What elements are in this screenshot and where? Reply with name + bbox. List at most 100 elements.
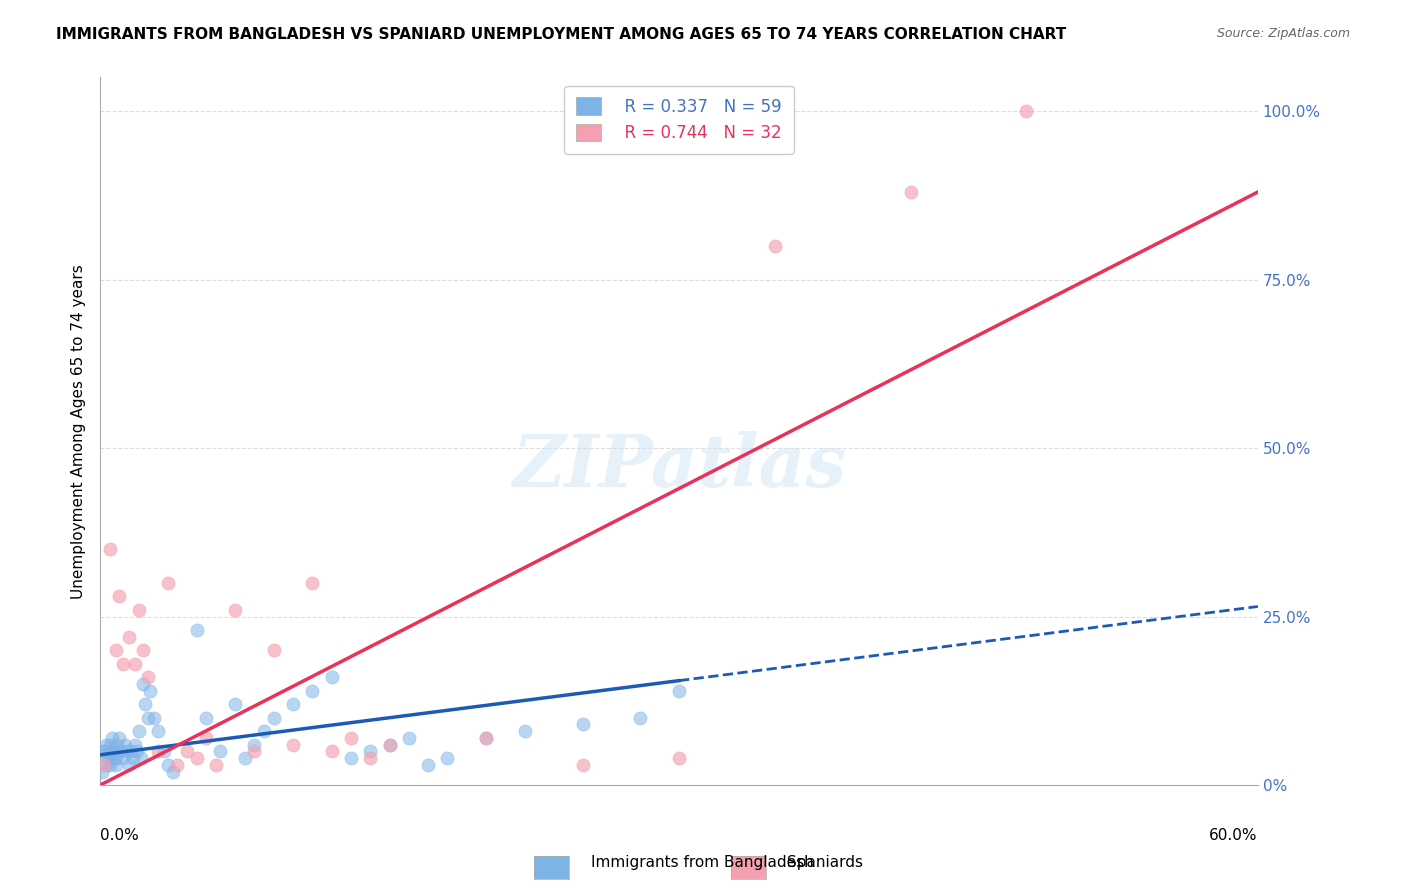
Point — [162, 764, 184, 779]
Point — [281, 697, 304, 711]
Point — [104, 643, 127, 657]
Point — [475, 731, 498, 745]
Point — [378, 738, 401, 752]
Point — [176, 744, 198, 758]
Point — [97, 751, 120, 765]
Point — [128, 724, 150, 739]
Point — [205, 758, 228, 772]
Text: IMMIGRANTS FROM BANGLADESH VS SPANIARD UNEMPLOYMENT AMONG AGES 65 TO 74 YEARS CO: IMMIGRANTS FROM BANGLADESH VS SPANIARD U… — [56, 27, 1067, 42]
Point — [243, 744, 266, 758]
Point — [253, 724, 276, 739]
Y-axis label: Unemployment Among Ages 65 to 74 years: Unemployment Among Ages 65 to 74 years — [72, 264, 86, 599]
Point — [146, 744, 169, 758]
Point — [122, 751, 145, 765]
Point — [114, 738, 136, 752]
Point — [112, 751, 135, 765]
Point — [359, 744, 381, 758]
Point — [128, 603, 150, 617]
Point — [340, 731, 363, 745]
Point — [103, 744, 125, 758]
Point — [98, 738, 121, 752]
Point — [93, 744, 115, 758]
Point — [143, 711, 166, 725]
Point — [195, 731, 218, 745]
Point — [321, 744, 343, 758]
Point — [139, 683, 162, 698]
Point — [124, 738, 146, 752]
Point — [436, 751, 458, 765]
Point — [131, 677, 153, 691]
Point — [108, 590, 131, 604]
Point — [765, 239, 787, 253]
Point — [110, 744, 132, 758]
Point — [120, 744, 142, 758]
Point — [628, 711, 651, 725]
Point — [107, 738, 129, 752]
Point — [398, 731, 420, 745]
Point — [1015, 104, 1038, 119]
Point — [475, 731, 498, 745]
Point — [156, 575, 179, 590]
Point — [571, 717, 593, 731]
Point — [166, 758, 188, 772]
Point — [668, 683, 690, 698]
Point — [900, 185, 922, 199]
Point — [208, 744, 231, 758]
Point — [93, 744, 115, 758]
Point — [104, 758, 127, 772]
Point — [93, 758, 115, 772]
Point — [263, 643, 285, 657]
Point — [94, 758, 117, 772]
Point — [112, 657, 135, 671]
Point — [224, 603, 246, 617]
Point — [513, 724, 536, 739]
Text: 60.0%: 60.0% — [1209, 828, 1258, 843]
Point — [359, 751, 381, 765]
Point — [104, 751, 127, 765]
Point — [340, 751, 363, 765]
Point — [186, 751, 208, 765]
Point — [118, 630, 141, 644]
Point — [98, 758, 121, 772]
Point — [125, 744, 148, 758]
Point — [321, 670, 343, 684]
Point — [138, 670, 160, 684]
Point — [134, 697, 156, 711]
Point — [301, 683, 323, 698]
Point — [263, 711, 285, 725]
Point — [115, 744, 138, 758]
Point — [91, 764, 114, 779]
Text: ZIPatlas: ZIPatlas — [512, 431, 846, 502]
Legend:   R = 0.337   N = 59,   R = 0.744   N = 32: R = 0.337 N = 59, R = 0.744 N = 32 — [564, 86, 793, 153]
Point — [98, 542, 121, 557]
Point — [97, 751, 120, 765]
Point — [118, 758, 141, 772]
Point — [108, 731, 131, 745]
Point — [129, 751, 152, 765]
Point — [100, 744, 122, 758]
Point — [131, 643, 153, 657]
Text: Spaniards: Spaniards — [787, 855, 863, 870]
Point — [153, 744, 176, 758]
Point — [281, 738, 304, 752]
Point — [124, 657, 146, 671]
Text: Immigrants from Bangladesh: Immigrants from Bangladesh — [591, 855, 813, 870]
Point — [301, 575, 323, 590]
Point — [668, 751, 690, 765]
Text: 0.0%: 0.0% — [100, 828, 139, 843]
Point — [138, 711, 160, 725]
Point — [571, 758, 593, 772]
Point — [94, 738, 117, 752]
Point — [103, 751, 125, 765]
Point — [224, 697, 246, 711]
Text: Source: ZipAtlas.com: Source: ZipAtlas.com — [1216, 27, 1350, 40]
Point — [418, 758, 440, 772]
Point — [146, 724, 169, 739]
Point — [378, 738, 401, 752]
Point — [195, 711, 218, 725]
Point — [156, 758, 179, 772]
Point — [243, 738, 266, 752]
Point — [233, 751, 256, 765]
Point — [100, 731, 122, 745]
Point — [186, 623, 208, 637]
